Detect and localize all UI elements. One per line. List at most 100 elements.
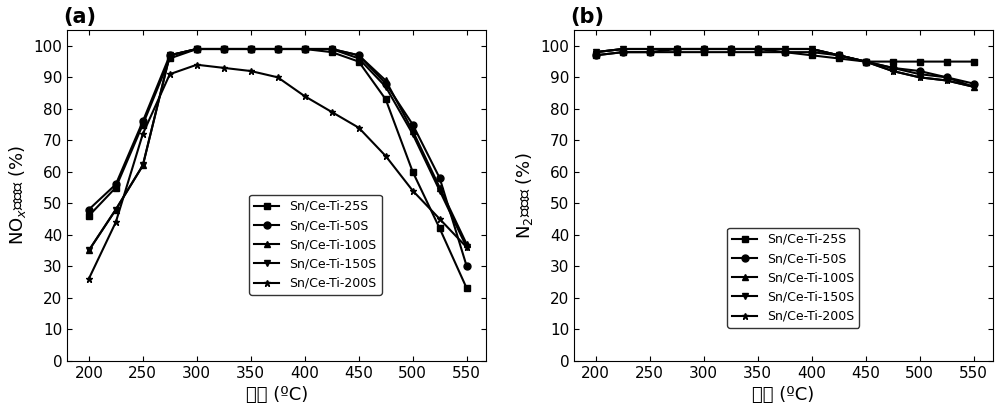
- Sn/Ce-Ti-200S: [110, 219, 122, 224]
- Sn/Ce-Ti-150S: [617, 46, 629, 51]
- Sn/Ce-Ti-150S: [752, 46, 764, 51]
- X-axis label: 温度 (ºC): 温度 (ºC): [246, 386, 308, 404]
- Sn/Ce-Ti-25S: [887, 59, 899, 64]
- Sn/Ce-Ti-200S: [941, 78, 953, 83]
- Line: Sn/Ce-Ti-25S: Sn/Ce-Ti-25S: [85, 46, 470, 292]
- Sn/Ce-Ti-25S: [461, 286, 473, 291]
- Y-axis label: N$_2$选择性 (%): N$_2$选择性 (%): [514, 152, 535, 239]
- X-axis label: 温度 (ºC): 温度 (ºC): [752, 386, 815, 404]
- Sn/Ce-Ti-200S: [860, 59, 872, 64]
- Sn/Ce-Ti-50S: [590, 53, 602, 58]
- Sn/Ce-Ti-150S: [380, 84, 392, 89]
- Sn/Ce-Ti-150S: [779, 46, 791, 51]
- Sn/Ce-Ti-25S: [434, 226, 446, 231]
- Sn/Ce-Ti-50S: [461, 264, 473, 269]
- Sn/Ce-Ti-50S: [191, 46, 203, 51]
- Sn/Ce-Ti-50S: [833, 53, 845, 58]
- Sn/Ce-Ti-25S: [806, 53, 818, 58]
- Text: (a): (a): [63, 7, 96, 27]
- Sn/Ce-Ti-150S: [137, 163, 149, 168]
- Sn/Ce-Ti-150S: [110, 207, 122, 212]
- Sn/Ce-Ti-150S: [434, 188, 446, 193]
- Sn/Ce-Ti-100S: [779, 46, 791, 51]
- Sn/Ce-Ti-25S: [272, 46, 284, 51]
- Sn/Ce-Ti-50S: [245, 46, 257, 51]
- Sn/Ce-Ti-25S: [941, 59, 953, 64]
- Sn/Ce-Ti-200S: [698, 46, 710, 51]
- Sn/Ce-Ti-50S: [326, 46, 338, 51]
- Line: Sn/Ce-Ti-150S: Sn/Ce-Ti-150S: [592, 46, 977, 90]
- Sn/Ce-Ti-25S: [110, 185, 122, 190]
- Line: Sn/Ce-Ti-100S: Sn/Ce-Ti-100S: [592, 46, 977, 90]
- Sn/Ce-Ti-200S: [779, 46, 791, 51]
- Sn/Ce-Ti-25S: [779, 50, 791, 55]
- Sn/Ce-Ti-50S: [137, 119, 149, 124]
- Sn/Ce-Ti-100S: [860, 59, 872, 64]
- Line: Sn/Ce-Ti-100S: Sn/Ce-Ti-100S: [85, 46, 470, 254]
- Sn/Ce-Ti-50S: [380, 81, 392, 86]
- Sn/Ce-Ti-50S: [671, 46, 683, 51]
- Sn/Ce-Ti-25S: [380, 97, 392, 102]
- Sn/Ce-Ti-100S: [590, 50, 602, 55]
- Sn/Ce-Ti-150S: [941, 78, 953, 83]
- Line: Sn/Ce-Ti-200S: Sn/Ce-Ti-200S: [85, 61, 470, 282]
- Sn/Ce-Ti-100S: [434, 185, 446, 190]
- Sn/Ce-Ti-50S: [725, 46, 737, 51]
- Sn/Ce-Ti-150S: [833, 53, 845, 58]
- Sn/Ce-Ti-100S: [461, 242, 473, 247]
- Sn/Ce-Ti-25S: [914, 59, 926, 64]
- Sn/Ce-Ti-50S: [434, 175, 446, 180]
- Sn/Ce-Ti-200S: [725, 46, 737, 51]
- Sn/Ce-Ti-100S: [272, 46, 284, 51]
- Sn/Ce-Ti-50S: [644, 50, 656, 55]
- Sn/Ce-Ti-50S: [914, 69, 926, 74]
- Sn/Ce-Ti-150S: [887, 69, 899, 74]
- Sn/Ce-Ti-50S: [941, 75, 953, 80]
- Sn/Ce-Ti-25S: [191, 46, 203, 51]
- Sn/Ce-Ti-50S: [272, 46, 284, 51]
- Sn/Ce-Ti-100S: [380, 78, 392, 83]
- Sn/Ce-Ti-200S: [752, 46, 764, 51]
- Sn/Ce-Ti-150S: [353, 56, 365, 61]
- Sn/Ce-Ti-100S: [164, 53, 176, 58]
- Sn/Ce-Ti-200S: [164, 72, 176, 76]
- Sn/Ce-Ti-200S: [407, 188, 419, 193]
- Sn/Ce-Ti-100S: [617, 46, 629, 51]
- Sn/Ce-Ti-200S: [461, 245, 473, 250]
- Sn/Ce-Ti-100S: [326, 46, 338, 51]
- Sn/Ce-Ti-100S: [887, 65, 899, 70]
- Sn/Ce-Ti-150S: [806, 46, 818, 51]
- Sn/Ce-Ti-100S: [191, 46, 203, 51]
- Sn/Ce-Ti-100S: [353, 53, 365, 58]
- Sn/Ce-Ti-25S: [299, 46, 311, 51]
- Sn/Ce-Ti-25S: [407, 169, 419, 174]
- Sn/Ce-Ti-50S: [218, 46, 230, 51]
- Sn/Ce-Ti-25S: [752, 50, 764, 55]
- Sn/Ce-Ti-100S: [941, 75, 953, 80]
- Sn/Ce-Ti-200S: [380, 154, 392, 159]
- Sn/Ce-Ti-25S: [83, 213, 95, 218]
- Sn/Ce-Ti-25S: [245, 46, 257, 51]
- Sn/Ce-Ti-50S: [779, 50, 791, 55]
- Sn/Ce-Ti-150S: [83, 248, 95, 253]
- Sn/Ce-Ti-200S: [590, 50, 602, 55]
- Sn/Ce-Ti-200S: [887, 69, 899, 74]
- Sn/Ce-Ti-150S: [590, 50, 602, 55]
- Text: (b): (b): [570, 7, 604, 27]
- Sn/Ce-Ti-25S: [725, 50, 737, 55]
- Sn/Ce-Ti-50S: [164, 53, 176, 58]
- Sn/Ce-Ti-150S: [272, 46, 284, 51]
- Sn/Ce-Ti-200S: [833, 53, 845, 58]
- Sn/Ce-Ti-200S: [83, 276, 95, 281]
- Sn/Ce-Ti-50S: [752, 46, 764, 51]
- Sn/Ce-Ti-50S: [698, 46, 710, 51]
- Sn/Ce-Ti-100S: [833, 53, 845, 58]
- Line: Sn/Ce-Ti-50S: Sn/Ce-Ti-50S: [592, 46, 977, 87]
- Y-axis label: NO$_x$转化率 (%): NO$_x$转化率 (%): [7, 145, 28, 245]
- Sn/Ce-Ti-25S: [590, 53, 602, 58]
- Sn/Ce-Ti-50S: [860, 59, 872, 64]
- Sn/Ce-Ti-25S: [698, 50, 710, 55]
- Sn/Ce-Ti-200S: [218, 65, 230, 70]
- Line: Sn/Ce-Ti-200S: Sn/Ce-Ti-200S: [592, 46, 977, 90]
- Sn/Ce-Ti-100S: [137, 163, 149, 168]
